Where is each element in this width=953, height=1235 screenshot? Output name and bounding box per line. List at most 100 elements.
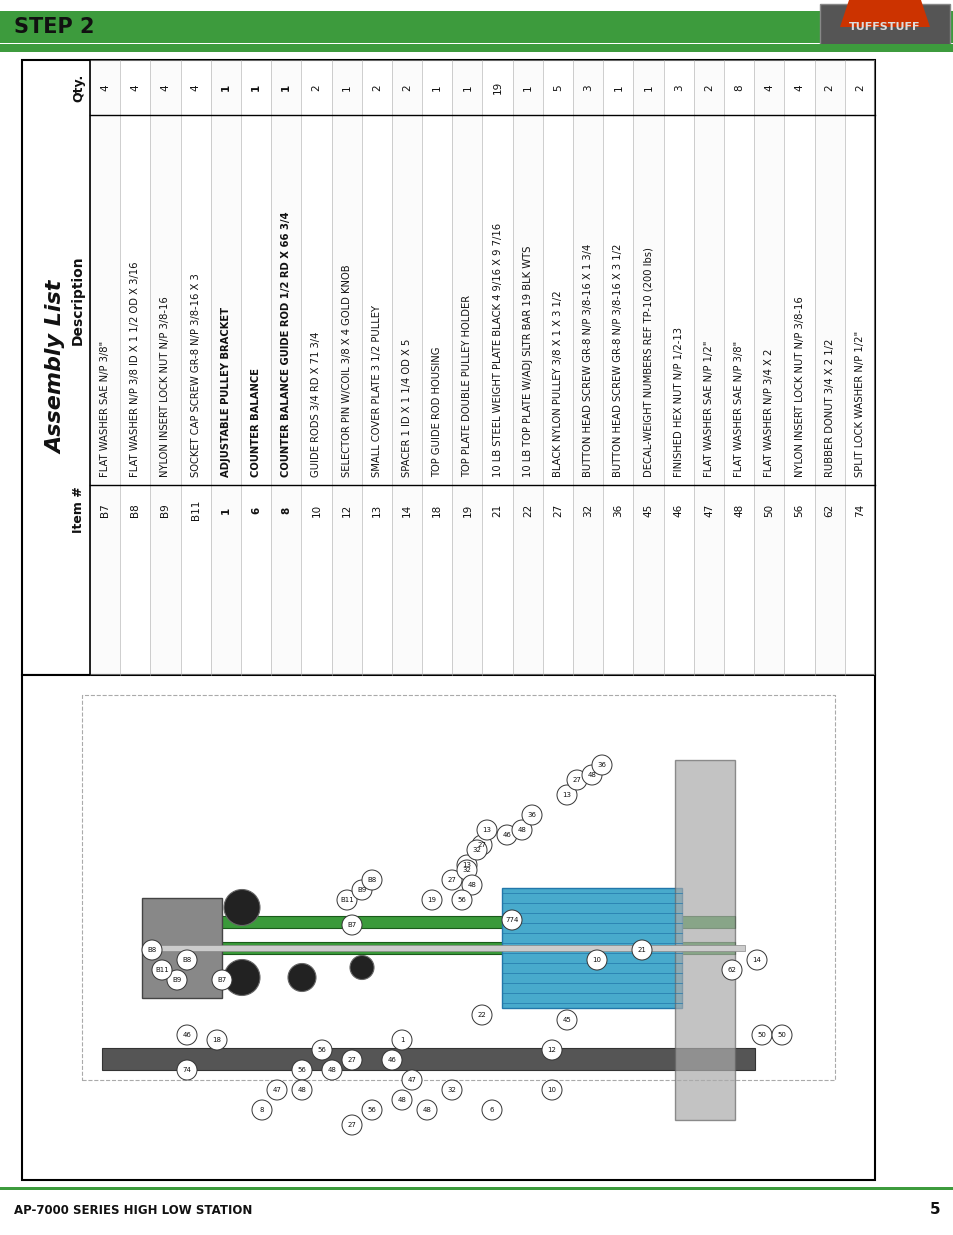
Bar (723, 61, 754, 676)
Circle shape (467, 840, 486, 860)
Text: 13: 13 (562, 792, 571, 798)
Bar (542, 61, 573, 676)
Circle shape (566, 769, 586, 790)
Text: 5: 5 (553, 84, 562, 91)
Bar (783, 61, 814, 676)
Text: 2: 2 (703, 84, 713, 91)
Text: TOP PLATE DOUBLE PULLEY HOLDER: TOP PLATE DOUBLE PULLEY HOLDER (462, 295, 472, 477)
Text: 3: 3 (673, 84, 683, 91)
Circle shape (312, 1040, 332, 1060)
Text: 46: 46 (673, 504, 683, 516)
Text: 2: 2 (854, 84, 864, 91)
Bar (693, 61, 723, 676)
Bar (0, 11, 953, 43)
Bar (102, 1049, 754, 1070)
Text: 19: 19 (427, 897, 436, 903)
Bar (675, 760, 734, 1120)
Text: 10: 10 (311, 504, 321, 516)
Text: 1: 1 (462, 84, 472, 91)
Text: 4: 4 (794, 84, 803, 91)
Circle shape (352, 881, 372, 900)
Bar (0, 44, 953, 52)
Bar (142, 898, 222, 998)
Circle shape (557, 1010, 577, 1030)
Text: 2: 2 (372, 84, 381, 91)
Text: 56: 56 (367, 1107, 376, 1113)
Text: 48: 48 (422, 1107, 431, 1113)
Text: Description: Description (71, 256, 85, 345)
Text: 2: 2 (823, 84, 834, 91)
Bar (162, 941, 734, 953)
Text: 4: 4 (131, 84, 140, 91)
Circle shape (521, 805, 541, 825)
Text: 32: 32 (472, 847, 481, 853)
Text: 1: 1 (221, 84, 231, 91)
Text: 46: 46 (387, 1057, 396, 1063)
Bar (0, 1187, 953, 1191)
Text: 62: 62 (823, 504, 834, 516)
Text: 36: 36 (613, 504, 622, 516)
Text: 27: 27 (553, 504, 562, 516)
Text: B8: B8 (182, 957, 192, 963)
Text: 1: 1 (281, 84, 291, 91)
Text: 56: 56 (297, 1067, 306, 1073)
Text: FLAT WASHER SAE N/P 1/2": FLAT WASHER SAE N/P 1/2" (703, 341, 713, 477)
Text: 5: 5 (928, 1203, 939, 1218)
Text: 56: 56 (457, 897, 466, 903)
Circle shape (512, 820, 532, 840)
Text: 3: 3 (582, 84, 593, 91)
Text: 32: 32 (447, 1087, 456, 1093)
Circle shape (472, 835, 492, 855)
Text: 1: 1 (399, 1037, 404, 1044)
Text: 48: 48 (327, 1067, 336, 1073)
Text: B8: B8 (367, 877, 376, 883)
Bar (844, 61, 874, 676)
Circle shape (771, 1025, 791, 1045)
Circle shape (452, 890, 472, 910)
Text: 27: 27 (572, 777, 580, 783)
Circle shape (481, 1100, 501, 1120)
Text: B7: B7 (347, 923, 356, 927)
Text: 27: 27 (347, 1123, 356, 1128)
Text: 13: 13 (482, 827, 491, 832)
Text: B11: B11 (191, 500, 200, 520)
Circle shape (336, 890, 356, 910)
Text: B11: B11 (155, 967, 169, 973)
Text: SOCKET CAP SCREW GR-8 N/P 3/8-16 X 3: SOCKET CAP SCREW GR-8 N/P 3/8-16 X 3 (191, 273, 200, 477)
Circle shape (322, 1060, 341, 1079)
Text: 45: 45 (643, 504, 653, 516)
Text: Qty.: Qty. (71, 73, 85, 101)
Text: 8: 8 (281, 506, 291, 514)
Text: 48: 48 (517, 827, 526, 832)
Text: 47: 47 (273, 1087, 281, 1093)
Text: 74: 74 (854, 504, 864, 516)
Circle shape (288, 963, 315, 992)
Circle shape (472, 1005, 492, 1025)
Text: 27: 27 (477, 842, 486, 848)
Text: SPLIT LOCK WASHER N/P 1/2": SPLIT LOCK WASHER N/P 1/2" (854, 331, 864, 477)
Text: 46: 46 (502, 832, 511, 839)
Text: 1: 1 (643, 84, 653, 91)
Circle shape (381, 1050, 401, 1070)
Text: B7: B7 (217, 977, 227, 983)
Text: SMALL COVER PLATE 3 1/2 PULLEY: SMALL COVER PLATE 3 1/2 PULLEY (372, 305, 381, 477)
Circle shape (441, 1079, 461, 1100)
Bar (663, 61, 693, 676)
Circle shape (177, 950, 196, 969)
Text: COUNTER BALANCE: COUNTER BALANCE (251, 368, 261, 477)
Text: 12: 12 (341, 504, 352, 516)
Circle shape (501, 910, 521, 930)
Circle shape (541, 1040, 561, 1060)
Text: 19: 19 (492, 80, 502, 94)
Circle shape (586, 950, 606, 969)
Circle shape (142, 940, 162, 960)
Text: BLACK NYLON PULLEY 3/8 X 1 X 3 1/2: BLACK NYLON PULLEY 3/8 X 1 X 3 1/2 (553, 290, 562, 477)
Circle shape (751, 1025, 771, 1045)
Circle shape (401, 1070, 421, 1091)
Circle shape (721, 960, 741, 981)
Bar (452, 61, 482, 676)
Circle shape (456, 855, 476, 876)
Text: NYLON INSERT LOCK NUT N/P 3/8-16: NYLON INSERT LOCK NUT N/P 3/8-16 (160, 296, 171, 477)
Circle shape (224, 960, 260, 995)
Text: STEP 2: STEP 2 (14, 17, 94, 37)
